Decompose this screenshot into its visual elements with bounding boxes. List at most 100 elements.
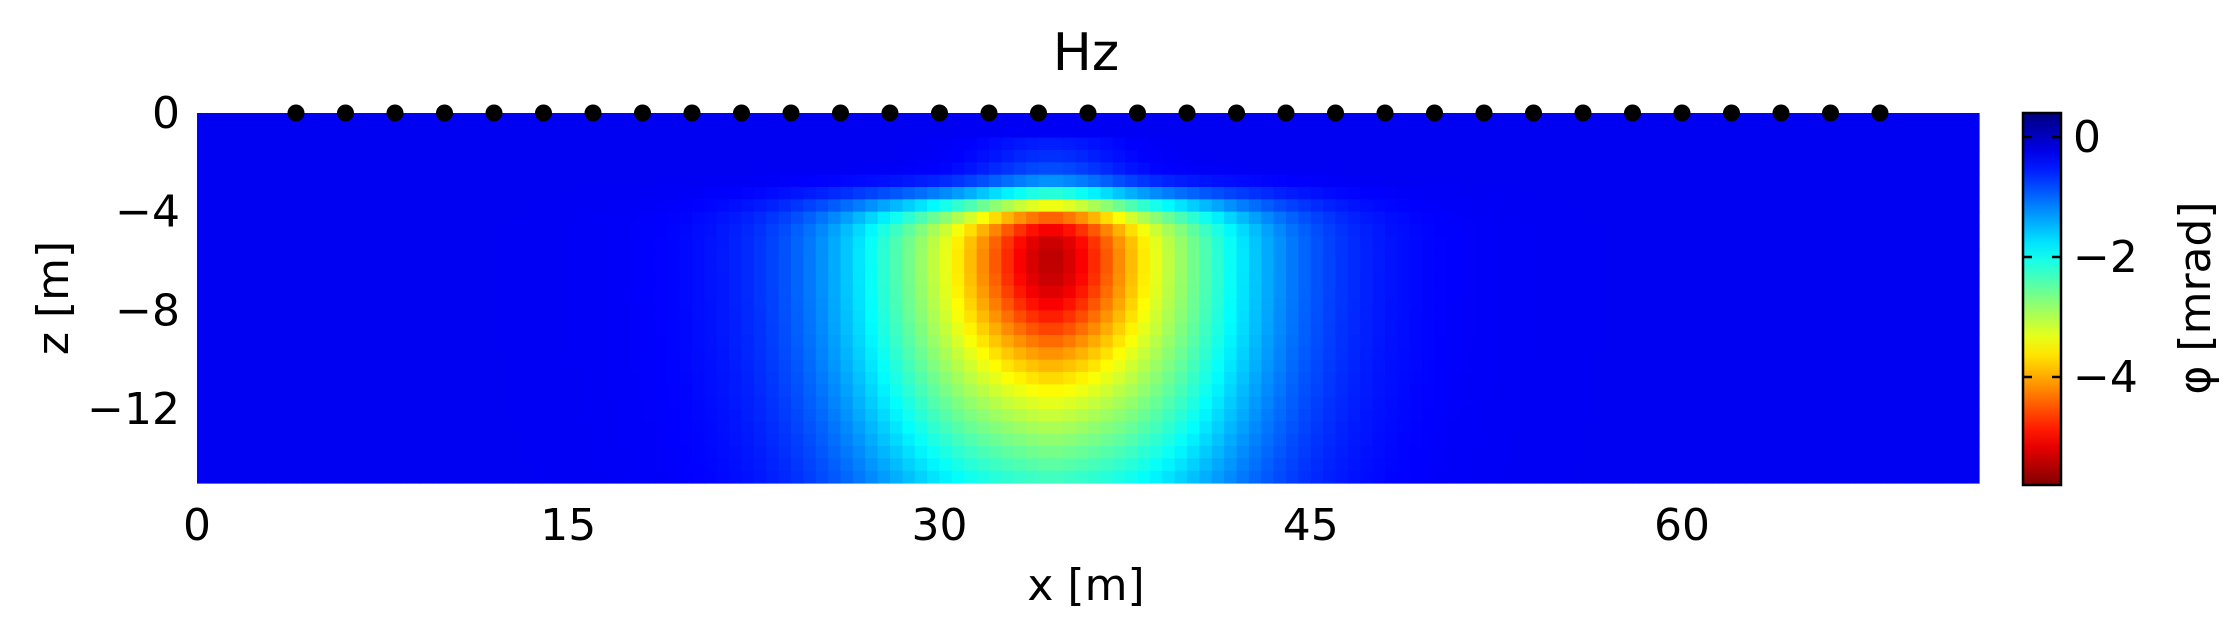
heatmap-cell [1620, 322, 1634, 336]
heatmap-cell [1583, 372, 1596, 385]
heatmap-cell [568, 125, 582, 139]
heatmap-cell [716, 273, 730, 287]
heatmap-cell [1434, 261, 1448, 274]
heatmap-cell [197, 224, 210, 237]
electrode-marker [1376, 104, 1394, 122]
heatmap-cell [357, 298, 371, 311]
heatmap-cell [1149, 211, 1163, 225]
heatmap-cell [1335, 372, 1349, 385]
heatmap-cell [1360, 335, 1374, 348]
heatmap-cell [617, 261, 631, 274]
heatmap-cell [370, 248, 384, 262]
heatmap-cell [1793, 433, 1807, 447]
heatmap-cell [1063, 150, 1077, 163]
heatmap-cell [1855, 470, 1869, 484]
heatmap-cell [1508, 125, 1522, 139]
heatmap-cell [1595, 359, 1609, 373]
heatmap-cell [828, 261, 842, 274]
heatmap-cell [976, 187, 990, 200]
heatmap-cell [1756, 236, 1770, 250]
heatmap-cell [803, 125, 817, 139]
heatmap-cell [1236, 372, 1250, 385]
heatmap-cell [642, 384, 656, 398]
heatmap-cell [1830, 421, 1844, 435]
heatmap-cell [1941, 125, 1955, 139]
heatmap-cell [320, 174, 334, 188]
heatmap-cell [1050, 458, 1064, 472]
heatmap-cell [258, 236, 272, 250]
heatmap-cell [1620, 347, 1634, 361]
heatmap-cell [989, 470, 1002, 484]
heatmap-cell [283, 187, 297, 200]
heatmap-cell [395, 199, 408, 213]
heatmap-cell [1162, 199, 1176, 213]
heatmap-cell [667, 470, 681, 484]
heatmap-cell [1545, 298, 1559, 311]
heatmap-cell [1607, 224, 1621, 237]
heatmap-cell [791, 458, 804, 472]
heatmap-cell [1941, 162, 1955, 176]
heatmap-cell [1261, 372, 1275, 385]
heatmap-cell [357, 211, 371, 225]
heatmap-cell [1941, 199, 1955, 213]
heatmap-cell [1112, 384, 1126, 398]
heatmap-cell [840, 137, 854, 151]
heatmap-cell [630, 125, 644, 139]
heatmap-cell [1954, 298, 1968, 311]
heatmap-cell [1521, 285, 1535, 299]
heatmap-cell [976, 137, 990, 151]
heatmap-cell [1941, 137, 1955, 151]
heatmap-cell [927, 433, 941, 447]
heatmap-cell [1471, 359, 1485, 373]
heatmap-cell [654, 310, 668, 324]
heatmap-cell [1001, 446, 1015, 459]
heatmap-cell [1385, 310, 1398, 324]
heatmap-cell [1521, 335, 1535, 348]
heatmap-cell [729, 458, 743, 472]
heatmap-cell [432, 137, 446, 151]
heatmap-cell [1904, 199, 1918, 213]
heatmap-cell [1347, 372, 1361, 385]
heatmap-cell [1236, 409, 1250, 422]
heatmap-cell [481, 125, 495, 139]
heatmap-cell [1880, 162, 1893, 176]
heatmap-cell [778, 285, 792, 299]
heatmap-cell [1706, 187, 1720, 200]
heatmap-cell [320, 335, 334, 348]
heatmap-cell [1137, 372, 1151, 385]
heatmap-cell [1904, 409, 1918, 422]
heatmap-cell [1174, 174, 1188, 188]
heatmap-cell [469, 224, 483, 237]
heatmap-cell [543, 470, 557, 484]
heatmap-cell [1397, 359, 1411, 373]
heatmap-cell [432, 384, 446, 398]
heatmap-cell [580, 273, 594, 287]
heatmap-cell [828, 162, 842, 176]
heatmap-cell [382, 359, 396, 373]
heatmap-cell [1459, 162, 1473, 176]
heatmap-cell [1149, 113, 1163, 126]
heatmap-cell [1620, 236, 1634, 250]
heatmap-cell [1211, 248, 1225, 262]
heatmap-cell [1063, 335, 1077, 348]
heatmap-cell [407, 335, 421, 348]
heatmap-cell [902, 384, 916, 398]
heatmap-cell [877, 421, 891, 435]
heatmap-cell [1422, 248, 1436, 262]
heatmap-cell [1459, 359, 1473, 373]
heatmap-cell [1607, 199, 1621, 213]
heatmap-cell [1768, 150, 1782, 163]
heatmap-cell [1137, 150, 1151, 163]
heatmap-cell [1842, 137, 1856, 151]
heatmap-cell [456, 224, 470, 237]
heatmap-cell [1397, 125, 1411, 139]
heatmap-cell [1088, 372, 1101, 385]
heatmap-cell [1026, 211, 1040, 225]
heatmap-cell [877, 285, 891, 299]
heatmap-cell [469, 433, 483, 447]
heatmap-cell [803, 470, 817, 484]
heatmap-cell [1446, 433, 1460, 447]
heatmap-cell [1372, 433, 1386, 447]
heatmap-cell [1533, 409, 1547, 422]
heatmap-cell [1050, 285, 1064, 299]
